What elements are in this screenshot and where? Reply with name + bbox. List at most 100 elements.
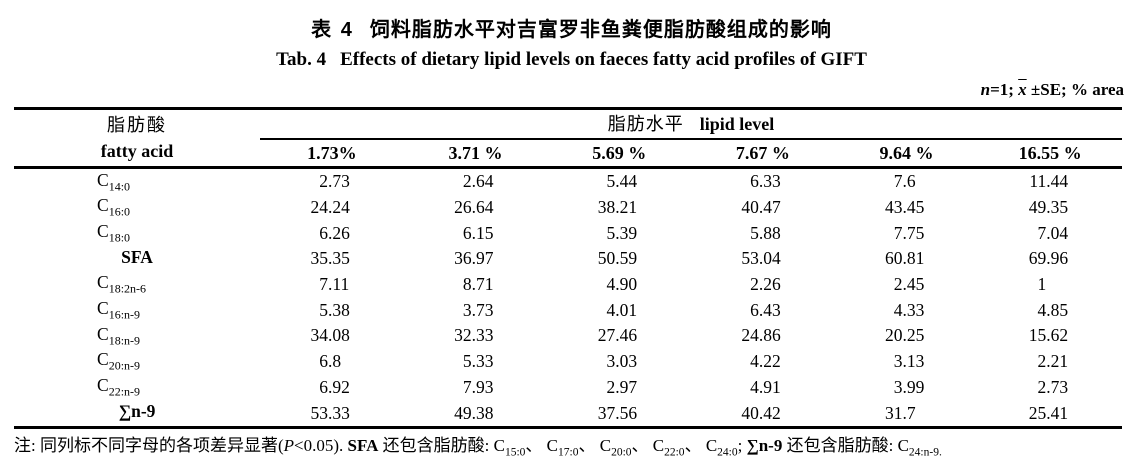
table-row-c18-n9: C18:n-9 34.08 32.33 27.46 24.86 20.25 15… <box>14 323 1122 349</box>
fatty-acid-label: C22:n-9 <box>97 375 141 399</box>
value-cell: 2.21 <box>1037 351 1069 372</box>
table-row-sum-n9: ∑n-9 53.33 49.38 37.56 40.42 31.7 25.41 <box>14 400 1122 429</box>
fatty-acid-label: C18:0 <box>97 220 131 245</box>
acid-term: C22:0 <box>652 435 685 459</box>
value-cell: 53.33 <box>260 400 404 429</box>
value-cell: 49.35 <box>1028 197 1069 218</box>
value-cell: 3.13 <box>893 351 925 372</box>
value-cell: 4.85 <box>1037 299 1069 320</box>
value-cell: 32.33 <box>454 325 494 346</box>
n-symbol: n <box>980 80 991 99</box>
table-row-c20-n9: C20:n-9 6.8 5.33 3.03 4.22 3.13 2.21 <box>14 349 1122 375</box>
value-cell: 38.21 <box>597 197 638 218</box>
value-cell: 6.43 <box>750 299 781 320</box>
value-cell: 26.64 <box>454 197 494 218</box>
table-title-zh: 表 4 饲料脂肪水平对吉富罗非鱼粪便脂肪酸组成的影响 <box>0 0 1143 42</box>
value-cell: 5.33 <box>462 351 494 372</box>
value-cell: 49.38 <box>403 400 548 429</box>
acid-term: C20:0 <box>599 435 632 459</box>
table-number-zh: 表 4 <box>311 19 354 41</box>
value-cell: 24.86 <box>741 325 781 346</box>
value-cell: 3.73 <box>462 299 494 320</box>
value-cell: 4.33 <box>893 299 925 320</box>
table-title-en: Tab. 4 Effects of dietary lipid levels on… <box>0 49 1143 71</box>
value-cell: 7.04 <box>1037 222 1069 243</box>
acid-term: C24:n-9. <box>897 435 942 459</box>
value-cell: 43.45 <box>885 197 925 218</box>
fatty-acid-label: C16:n-9 <box>97 298 141 322</box>
table-title-en-text: Effects of dietary lipid levels on faece… <box>340 49 867 70</box>
column-header-fatty-acid: 脂肪酸 fatty acid <box>14 108 261 169</box>
header-row-group: 脂肪酸 fatty acid 脂肪水平 lipid level <box>14 108 1122 169</box>
value-cell: 2.73 <box>1037 376 1069 397</box>
value-cell: 4.22 <box>750 351 781 372</box>
value-cell: 40.42 <box>691 400 835 429</box>
table-row-c14-0: C14:0 2.73 2.64 5.44 6.33 7.6 11.44 <box>14 168 1122 195</box>
value-cell: 7.75 <box>893 222 925 243</box>
value-cell: 6.15 <box>462 222 494 243</box>
table-row-c22-n9: C22:n-9 6.92 7.93 2.97 4.91 3.99 2.73 <box>14 375 1122 401</box>
footnote-after-p: <0.05). <box>294 435 348 455</box>
value-cell: 5.44 <box>606 171 638 192</box>
column-header-level-2: 3.71 % <box>403 139 548 169</box>
sfa-text: 还包含脂肪酸: <box>378 435 494 455</box>
value-cell: 6.92 <box>319 376 350 397</box>
value-cell: 5.39 <box>606 222 638 243</box>
table-title-zh-text: 饲料脂肪水平对吉富罗非鱼粪便脂肪酸组成的影响 <box>369 19 832 41</box>
table-row-c16-0: C16:0 24.24 26.64 38.21 40.47 43.45 49.3… <box>14 195 1122 221</box>
value-cell: 6.8 <box>319 351 342 372</box>
value-cell: 27.46 <box>597 325 638 346</box>
fatty-acid-label: SFA <box>121 246 153 267</box>
n-value: =1; <box>990 80 1019 99</box>
value-cell: 7.6 <box>893 171 916 192</box>
value-cell: 4.01 <box>606 299 638 320</box>
value-cell: 37.56 <box>547 400 692 429</box>
acid-term: C17:0 <box>546 435 579 459</box>
mean-symbol: x <box>1018 80 1027 99</box>
value-cell: 6.26 <box>319 222 350 243</box>
value-cell: 2.64 <box>462 171 494 192</box>
p-value-symbol: P <box>283 435 295 455</box>
table-row-c18-2n6: C18:2n-6 7.11 8.71 4.90 2.26 2.45 1 <box>14 272 1122 298</box>
acid-term: C15:0 <box>493 435 526 459</box>
value-cell: 20.25 <box>885 325 925 346</box>
value-cell: 2.73 <box>319 171 350 192</box>
value-cell: 11.44 <box>1029 171 1069 192</box>
footnote-prefix: 注: 同列标不同字母的各项差异显著( <box>14 435 284 455</box>
value-cell: 2.26 <box>750 274 781 295</box>
value-cell: 1 <box>1037 274 1047 295</box>
table-row-sfa: SFA 35.35 36.97 50.59 53.04 60.81 69.96 <box>14 246 1122 272</box>
value-cell: 2.97 <box>606 376 638 397</box>
table-row-c16-n9: C16:n-9 5.38 3.73 4.01 6.43 4.33 4.85 <box>14 297 1122 323</box>
units-note: n=1; x ±SE; % area <box>0 80 1143 100</box>
value-cell: 40.47 <box>741 197 781 218</box>
table-number-en: Tab. 4 <box>276 49 327 70</box>
value-cell: 24.24 <box>310 197 350 218</box>
fatty-acid-label-zh: 脂肪酸 <box>107 115 168 135</box>
fatty-acid-label: C18:n-9 <box>97 323 141 348</box>
value-cell: 7.93 <box>462 376 494 397</box>
fatty-acid-label: ∑n-9 <box>14 400 261 429</box>
value-cell: 5.38 <box>319 299 350 320</box>
value-cell: 31.7 <box>834 400 979 429</box>
value-cell: 4.91 <box>750 376 781 397</box>
value-cell: 3.99 <box>893 376 925 397</box>
value-cell: 50.59 <box>597 248 638 269</box>
column-header-level-3: 5.69 % <box>547 139 692 169</box>
acid-term: C24:0 <box>705 435 738 459</box>
table-footnote: 注: 同列标不同字母的各项差异显著(P<0.05). SFA 还包含脂肪酸: C… <box>14 435 942 459</box>
table-row-c18-0: C18:0 6.26 6.15 5.39 5.88 7.75 7.04 <box>14 220 1122 246</box>
value-cell: 6.33 <box>750 171 781 192</box>
sum-n9-label: ∑n-9 <box>746 435 783 455</box>
value-cell: 3.03 <box>606 351 638 372</box>
column-header-level-4: 7.67 % <box>691 139 835 169</box>
value-cell: 36.97 <box>454 248 494 269</box>
column-header-level-5: 9.64 % <box>834 139 979 169</box>
column-group-header-lipid-level: 脂肪水平 lipid level <box>260 108 1122 140</box>
units-note-rest: ±SE; % area <box>1026 80 1124 99</box>
header-row-levels: 1.73% 3.71 % 5.69 % 7.67 % 9.64 % 16.55 … <box>14 139 1122 169</box>
sum-n9-text: 还包含脂肪酸: <box>782 435 898 455</box>
lipid-level-label-en: lipid level <box>699 114 775 134</box>
fatty-acid-label: C20:n-9 <box>97 349 141 373</box>
value-cell: 60.81 <box>885 248 925 269</box>
